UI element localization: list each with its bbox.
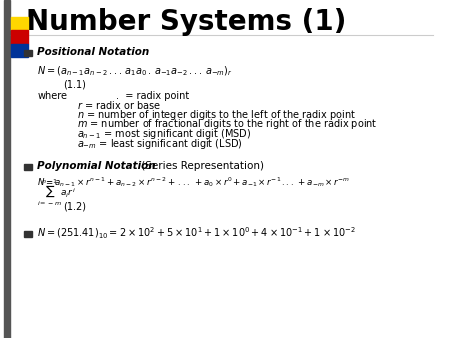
Text: $r$ = radix or base: $r$ = radix or base xyxy=(76,99,161,112)
Text: $N = (251.41)_{10} = 2\times10^2 + 5\times10^1 + 1\times10^0 + 4\times10^{-1} + : $N = (251.41)_{10} = 2\times10^2 + 5\tim… xyxy=(37,225,356,241)
Text: Number Systems (1): Number Systems (1) xyxy=(26,8,346,36)
Bar xyxy=(4,0,9,338)
Text: $\sum_{i=-m}^{n-1} a_i r^i$: $\sum_{i=-m}^{n-1} a_i r^i$ xyxy=(37,178,76,209)
Bar xyxy=(24,50,32,56)
Bar xyxy=(11,17,28,30)
Text: where: where xyxy=(37,91,67,101)
Text: $m$ = number of fractional digits to the right of the radix point: $m$ = number of fractional digits to the… xyxy=(76,117,377,131)
Text: $N = (a_{n-1}a_{n-2}\,...\,a_1a_0\,.\,a_{-1}a_{-2}\,...\,a_{-m})_r$: $N = (a_{n-1}a_{n-2}\,...\,a_1a_0\,.\,a_… xyxy=(37,64,233,78)
Text: $a_{-m}$ = least significant digit (LSD): $a_{-m}$ = least significant digit (LSD) xyxy=(76,137,242,151)
Bar xyxy=(11,30,28,44)
Text: Polynomial Notation: Polynomial Notation xyxy=(37,161,156,171)
Text: $a_{n-1}$ = most significant digit (MSD): $a_{n-1}$ = most significant digit (MSD) xyxy=(76,127,251,141)
Bar xyxy=(24,231,32,237)
Text: .  = radix point: . = radix point xyxy=(116,91,189,101)
Text: (1.1): (1.1) xyxy=(63,79,86,90)
Bar xyxy=(24,164,32,170)
Text: Positional Notation: Positional Notation xyxy=(37,47,149,57)
Text: $n$ = number of integer digits to the left of the radix point: $n$ = number of integer digits to the le… xyxy=(76,107,356,122)
Text: $N = a_{n-1}\times r^{n-1} + a_{n-2}\times r^{n-2} + \,...\, + a_0\times r^0 + a: $N = a_{n-1}\times r^{n-1} + a_{n-2}\tim… xyxy=(37,175,351,189)
Bar xyxy=(11,44,28,57)
Text: (Series Representation): (Series Representation) xyxy=(138,161,264,171)
Text: (1.2): (1.2) xyxy=(63,201,86,211)
